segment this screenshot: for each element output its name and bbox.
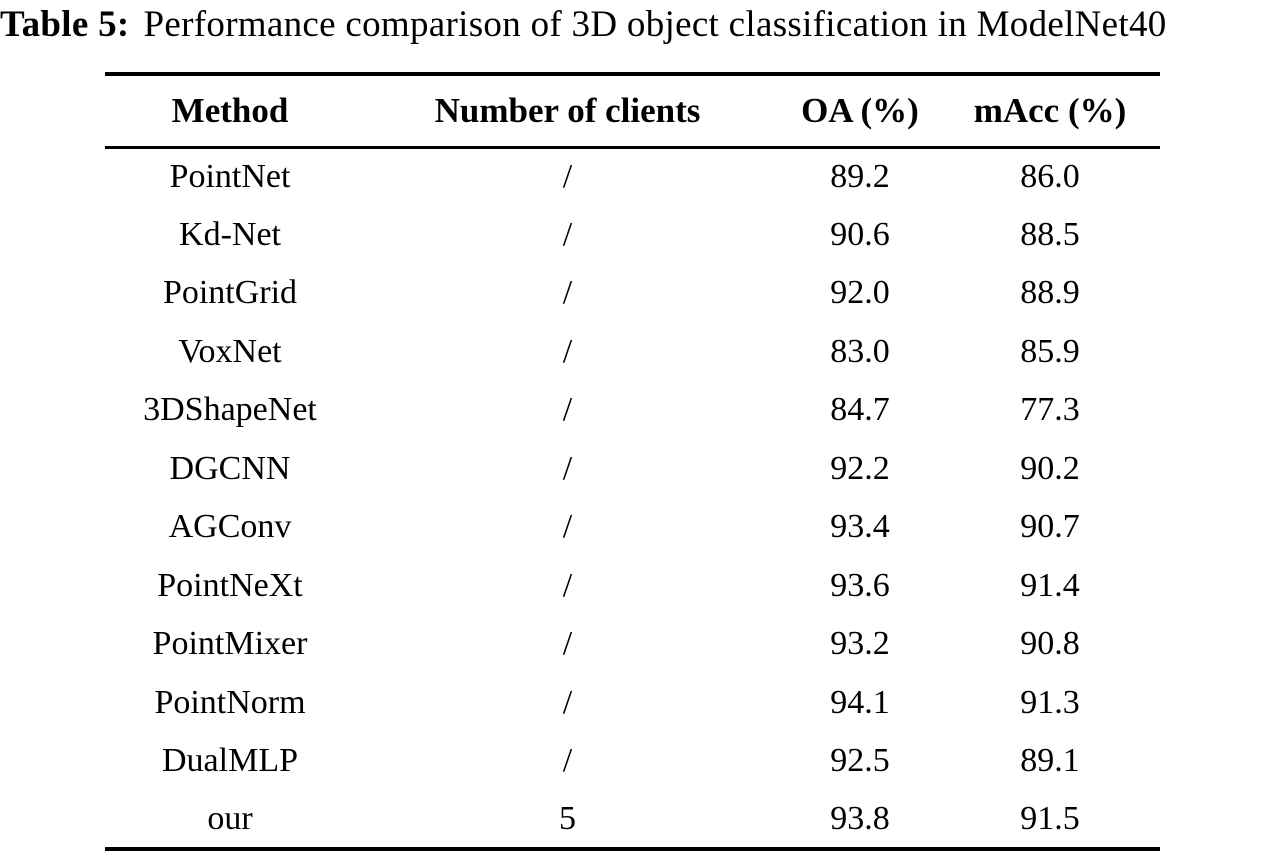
- macc-cell: 85.9: [1020, 332, 1080, 370]
- method-cell: PointNorm: [154, 683, 306, 721]
- table-row: PointNorm / 94.1 91.3: [105, 674, 1160, 733]
- oa-cell: 93.8: [830, 799, 890, 837]
- results-table-container: Method Number of clients OA (%) mAcc (%)…: [105, 72, 1160, 851]
- table-caption: Table 5: Performance comparison of 3D obj…: [0, 2, 1271, 48]
- table-row: 3DShapeNet / 84.7 77.3: [105, 381, 1160, 440]
- clients-cell: /: [562, 158, 573, 195]
- method-cell: DualMLP: [162, 742, 298, 780]
- clients-cell: /: [562, 274, 573, 312]
- oa-cell: 90.6: [830, 215, 890, 253]
- method-cell: DGCNN: [169, 449, 291, 487]
- macc-cell: 90.2: [1020, 449, 1080, 487]
- table-row: PointNeXt / 93.6 91.4: [105, 557, 1160, 616]
- macc-cell: 91.5: [1020, 799, 1080, 837]
- method-cell: Kd-Net: [179, 215, 281, 253]
- table-row: Kd-Net / 90.6 88.5: [105, 206, 1160, 265]
- method-cell: AGConv: [168, 508, 292, 546]
- macc-cell: 91.3: [1020, 683, 1080, 721]
- method-cell: PointNeXt: [157, 566, 303, 604]
- method-cell: PointNet: [169, 158, 291, 195]
- clients-cell: /: [562, 683, 573, 721]
- oa-cell: 93.2: [830, 625, 890, 663]
- oa-cell: 89.2: [830, 158, 890, 195]
- method-cell: VoxNet: [178, 332, 282, 370]
- macc-cell: 90.7: [1020, 508, 1080, 546]
- col-header-macc: mAcc (%): [973, 90, 1127, 130]
- method-cell: our: [207, 799, 253, 837]
- table-caption-text: Performance comparison of 3D object clas…: [143, 4, 1167, 45]
- clients-cell: /: [562, 391, 573, 429]
- oa-cell: 93.6: [830, 566, 890, 604]
- clients-cell: /: [562, 742, 573, 780]
- oa-cell: 93.4: [830, 508, 890, 546]
- oa-cell: 92.5: [830, 742, 890, 780]
- macc-cell: 91.4: [1020, 566, 1080, 604]
- clients-cell: 5: [559, 799, 576, 837]
- macc-cell: 77.3: [1020, 391, 1080, 429]
- oa-cell: 83.0: [830, 332, 890, 370]
- results-table: Method Number of clients OA (%) mAcc (%)…: [105, 72, 1160, 851]
- clients-cell: /: [562, 625, 573, 663]
- method-cell: PointGrid: [162, 274, 298, 312]
- col-header-clients: Number of clients: [434, 90, 701, 130]
- macc-cell: 88.5: [1020, 215, 1080, 253]
- oa-cell: 92.2: [830, 449, 890, 487]
- clients-cell: /: [562, 215, 573, 253]
- table-row: PointMixer / 93.2 90.8: [105, 615, 1160, 674]
- table-row: DGCNN / 92.2 90.2: [105, 440, 1160, 499]
- table-row: VoxNet / 83.0 85.9: [105, 323, 1160, 382]
- clients-cell: /: [562, 449, 573, 487]
- macc-cell: 88.9: [1020, 274, 1080, 312]
- table-row: PointNet / 89.2 86.0: [105, 147, 1160, 206]
- table-body: PointNet / 89.2 86.0 Kd-Net / 90.6 88.5 PointGri…: [105, 147, 1160, 849]
- clients-cell: /: [562, 332, 573, 370]
- clients-cell: /: [562, 508, 573, 546]
- macc-cell: 86.0: [1020, 158, 1080, 195]
- header-row: Method Number of clients OA (%) mAcc (%): [105, 74, 1160, 147]
- table-header: Method Number of clients OA (%) mAcc (%): [105, 74, 1160, 147]
- table-row: our 5 93.8 91.5: [105, 791, 1160, 850]
- oa-cell: 92.0: [830, 274, 890, 312]
- table-row: AGConv / 93.4 90.7: [105, 498, 1160, 557]
- table-row: DualMLP / 92.5 89.1: [105, 732, 1160, 791]
- clients-cell: /: [562, 566, 573, 604]
- oa-cell: 94.1: [830, 683, 890, 721]
- macc-cell: 89.1: [1020, 742, 1080, 780]
- col-header-oa: OA (%): [801, 90, 919, 130]
- method-cell: 3DShapeNet: [143, 391, 317, 429]
- table-caption-label: Table 5:: [0, 4, 130, 45]
- oa-cell: 84.7: [830, 391, 890, 429]
- method-cell: PointMixer: [152, 625, 308, 663]
- table-row: PointGrid / 92.0 88.9: [105, 264, 1160, 323]
- col-header-method: Method: [171, 90, 289, 130]
- macc-cell: 90.8: [1020, 625, 1080, 663]
